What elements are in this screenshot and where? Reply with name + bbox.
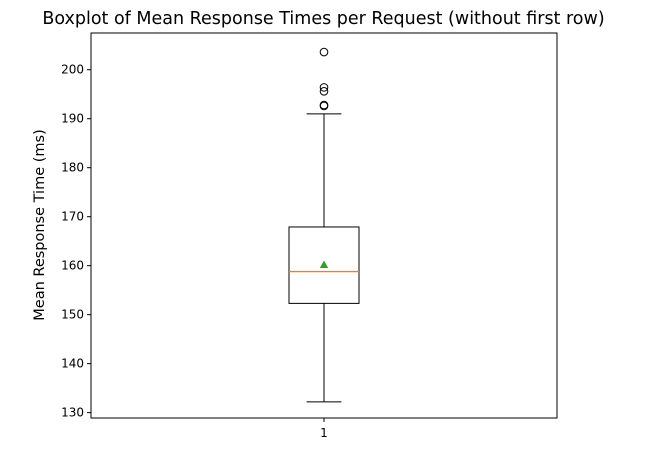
y-tick-label: 190 (61, 112, 84, 126)
outlier-point (319, 47, 329, 57)
outlier-point (319, 83, 329, 92)
chart-title: Boxplot of Mean Response Times per Reque… (42, 9, 604, 29)
y-tick-label: 180 (61, 161, 84, 175)
y-tick-label: 160 (61, 259, 84, 273)
plot-marks (288, 47, 360, 403)
y-axis-ticks: 130 140 150 160 170 180 190 200 (61, 63, 91, 420)
y-tick-label: 200 (61, 63, 84, 77)
outlier-point (319, 100, 329, 110)
iqr-box (288, 226, 360, 304)
y-tick-label: 140 (61, 357, 84, 371)
mean-marker (319, 260, 329, 269)
y-axis-label: Mean Response Time (ms) (32, 129, 48, 320)
y-tick-label: 150 (61, 308, 84, 322)
y-tick-label: 130 (61, 406, 84, 420)
y-tick-label: 170 (61, 210, 84, 224)
x-tick-label: 1 (320, 426, 328, 440)
x-axis-ticks: 1 (320, 418, 328, 440)
outlier-point (319, 86, 329, 96)
